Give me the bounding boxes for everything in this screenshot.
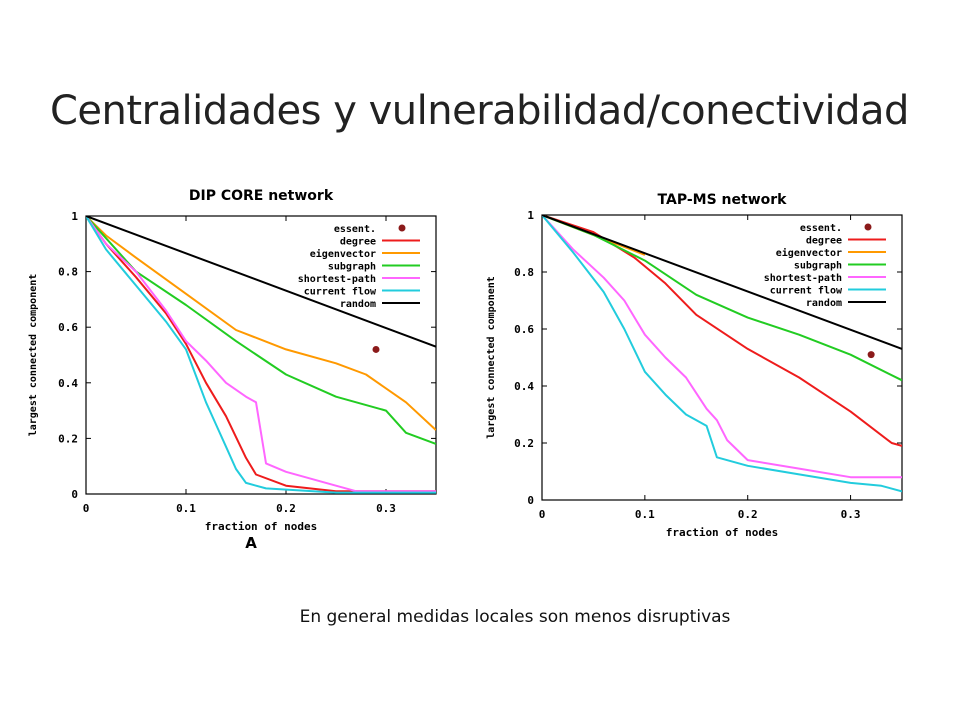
chart-title: TAP-MS network: [658, 192, 788, 208]
y-tick-label: 1: [71, 210, 78, 223]
x-tick-label: 0.3: [376, 502, 396, 515]
series-group: [86, 216, 436, 494]
legend-label: degree: [806, 236, 842, 247]
series-line-degree: [542, 215, 902, 447]
x-tick-label: 0.2: [738, 508, 758, 521]
series-line-shortest-path: [86, 216, 436, 493]
x-tick-label: 0.1: [635, 508, 655, 521]
legend-label: subgraph: [328, 262, 376, 273]
chart-title: DIP CORE network: [189, 188, 334, 204]
series-line-random: [542, 215, 902, 350]
series-line-subgraph: [542, 215, 902, 382]
x-tick-label: 0: [83, 502, 90, 515]
legend-marker-essent: [398, 224, 406, 232]
legend-label: eigenvector: [776, 247, 842, 259]
legend-label: random: [806, 298, 842, 309]
y-tick-label: 0: [527, 494, 534, 507]
series-line-current-flow: [542, 215, 902, 493]
essent-point: [372, 345, 380, 353]
legend-label: degree: [340, 237, 376, 248]
essent-point: [867, 351, 875, 359]
chart-dip-core-network: DIP CORE network 0 0.2 0.4 0.6 0.8 1 0 0.1 0.2 0.3…: [28, 188, 437, 552]
y-tick-label: 0.8: [58, 266, 78, 279]
series-line-random: [86, 216, 436, 348]
y-tick-label: 0: [71, 488, 78, 501]
y-tick-label: 0.6: [58, 321, 78, 334]
series-group: [542, 215, 902, 493]
x-tick-label: 0: [539, 508, 546, 521]
legend-marker-essent: [864, 223, 872, 231]
x-tick-label: 0.2: [276, 502, 296, 515]
chart-tap-ms-network: TAP-MS network 0 0.2 0.4 0.6 0.8 1 0 0.1 0.2 0.3 fr…: [486, 192, 903, 539]
y-axis-label: largest connected component: [28, 274, 39, 437]
x-tick-label: 0.1: [176, 502, 196, 515]
series-line-shortest-path: [542, 215, 902, 479]
legend-label: current flow: [304, 287, 377, 298]
x-tick-label: 0.3: [841, 508, 861, 521]
legend-label: current flow: [770, 286, 843, 297]
y-tick-label: 0.4: [58, 377, 78, 390]
x-axis-label: fraction of nodes: [666, 526, 779, 539]
y-tick-label: 0.4: [514, 380, 534, 393]
y-tick-label: 0.2: [58, 432, 78, 445]
y-axis-label: largest connected component: [486, 276, 497, 439]
legend-label: subgraph: [794, 261, 842, 272]
y-tick-label: 1: [527, 209, 534, 222]
slide-caption: En general medidas locales son menos dis…: [299, 607, 731, 627]
panel-label: A: [245, 534, 257, 552]
series-line-degree: [86, 216, 436, 493]
y-tick-label: 0.8: [514, 266, 534, 279]
plot-frame: [541, 214, 903, 501]
plot-frame: [85, 215, 437, 495]
legend-label: eigenvector: [310, 248, 376, 260]
series-line-eigenvector: [86, 216, 436, 431]
legend-label: essent.: [334, 224, 376, 235]
slide-title: Centralidades y vulnerabilidad/conectivi…: [50, 88, 909, 134]
y-tick-label: 0.2: [514, 437, 534, 450]
series-line-subgraph: [86, 216, 436, 445]
x-axis-label: fraction of nodes: [205, 520, 318, 533]
legend-label: essent.: [800, 223, 842, 234]
series-line-current-flow: [86, 216, 436, 494]
legend-label: shortest-path: [764, 273, 842, 284]
legend-label: random: [340, 299, 376, 310]
legend-label: shortest-path: [298, 274, 376, 285]
y-tick-label: 0.6: [514, 323, 534, 336]
